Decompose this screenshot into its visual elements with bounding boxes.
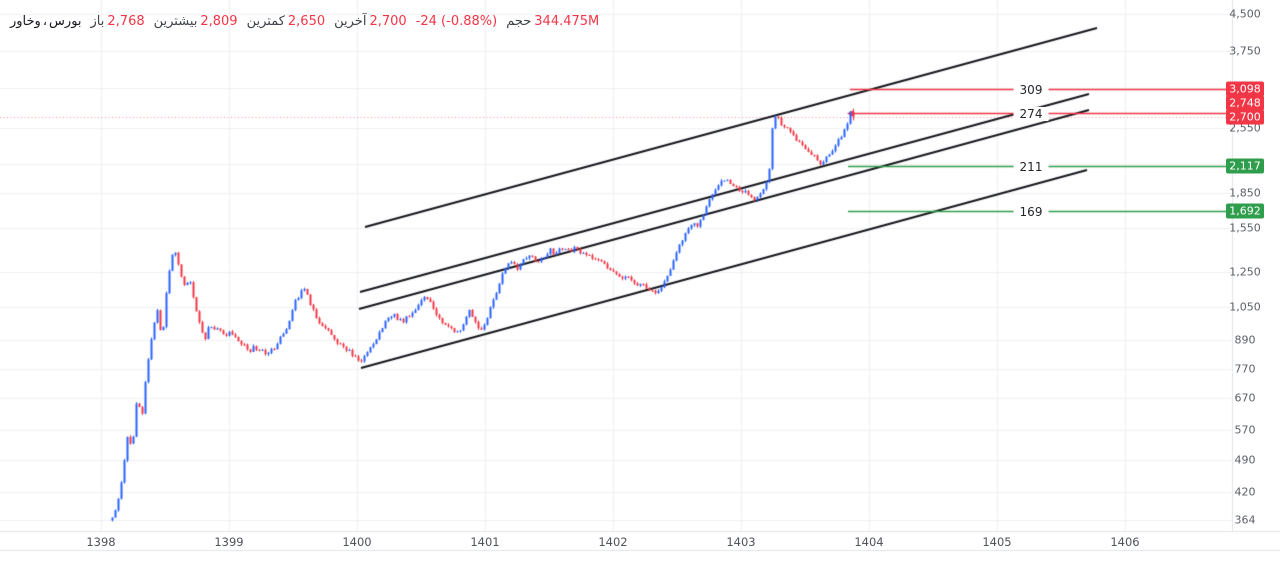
legend-volume-value: 344.475M bbox=[534, 14, 600, 29]
price-scale-label-670: 670 bbox=[1234, 391, 1256, 405]
legend-last-value: 2,700 bbox=[369, 14, 407, 29]
legend-last-label: آخرین bbox=[334, 14, 367, 29]
price-scale-label-1850: 1,850 bbox=[1229, 186, 1261, 200]
price-scale-label-420: 420 bbox=[1234, 485, 1256, 499]
price-badge-2748: 2,748 bbox=[1226, 95, 1264, 111]
legend-high-value: 2,809 bbox=[200, 14, 238, 29]
trendline-label-169[interactable]: 169 bbox=[1013, 204, 1049, 219]
price-scale-label-4500: 4,500 bbox=[1229, 7, 1261, 21]
time-scale-label-1403: 1403 bbox=[726, 535, 756, 549]
symbol-part-0: وخاور bbox=[10, 14, 41, 29]
legend-open-label: باز bbox=[90, 14, 105, 29]
symbol-part-1: ، bbox=[42, 14, 48, 29]
trendline-label-309[interactable]: 309 bbox=[1013, 82, 1049, 97]
trendline-label-211[interactable]: 211 bbox=[1013, 159, 1049, 174]
price-scale-label-890: 890 bbox=[1234, 333, 1256, 347]
price-scale-label-570: 570 bbox=[1234, 423, 1256, 437]
price-scale-label-1550: 1,550 bbox=[1229, 221, 1261, 235]
time-scale-label-1405: 1405 bbox=[982, 535, 1012, 549]
legend-volume-label: حجم bbox=[506, 14, 532, 29]
time-scale-label-1406: 1406 bbox=[1110, 535, 1140, 549]
legend-field-change: -24 (-0.88%) bbox=[416, 13, 498, 31]
time-scale-label-1398: 1398 bbox=[86, 535, 116, 549]
legend-field-open: باز 2,768 bbox=[91, 13, 145, 31]
legend-open-value: 2,768 bbox=[107, 14, 145, 29]
price-badge-2117: 2,117 bbox=[1226, 158, 1264, 174]
price-scale-label-1250: 1,250 bbox=[1229, 265, 1261, 279]
time-scale-label-1404: 1404 bbox=[854, 535, 884, 549]
legend-bar: وخاور ، بورس باز 2,768 بیشترین 2,809 کمترین 2,65… bbox=[10, 13, 599, 31]
price-scale-label-3750: 3,750 bbox=[1229, 44, 1261, 58]
price-badge-1692: 1,692 bbox=[1226, 203, 1264, 219]
legend-high-label: بیشترین bbox=[153, 14, 198, 29]
price-scale-label-364: 364 bbox=[1234, 513, 1256, 527]
legend-field-high: بیشترین 2,809 bbox=[154, 13, 238, 31]
legend-field-last: آخرین 2,700 bbox=[334, 13, 407, 31]
time-scale-label-1399: 1399 bbox=[214, 535, 244, 549]
price-scale-label-770: 770 bbox=[1234, 362, 1256, 376]
trendline-label-274[interactable]: 274 bbox=[1013, 106, 1049, 121]
symbol-part-2: بورس bbox=[49, 14, 82, 29]
time-scale-label-1402: 1402 bbox=[598, 535, 628, 549]
price-badge-3098: 3,098 bbox=[1226, 81, 1264, 97]
price-scale-label-2550: 2,550 bbox=[1229, 121, 1261, 135]
time-scale-label-1400: 1400 bbox=[342, 535, 372, 549]
legend-field-volume: حجم 344.475M bbox=[506, 13, 599, 31]
price-scale-label-490: 490 bbox=[1234, 453, 1256, 467]
legend-change-value: -24 (-0.88%) bbox=[415, 14, 498, 29]
legend-low-label: کمترین bbox=[246, 14, 285, 29]
legend-field-low: کمترین 2,650 bbox=[247, 13, 326, 31]
time-scale-label-1401: 1401 bbox=[470, 535, 500, 549]
symbol-name: وخاور ، بورس bbox=[10, 13, 82, 31]
price-scale-label-1050: 1,050 bbox=[1229, 300, 1261, 314]
legend-low-value: 2,650 bbox=[287, 14, 326, 29]
price-badge-2700: 2,700 bbox=[1226, 109, 1264, 125]
